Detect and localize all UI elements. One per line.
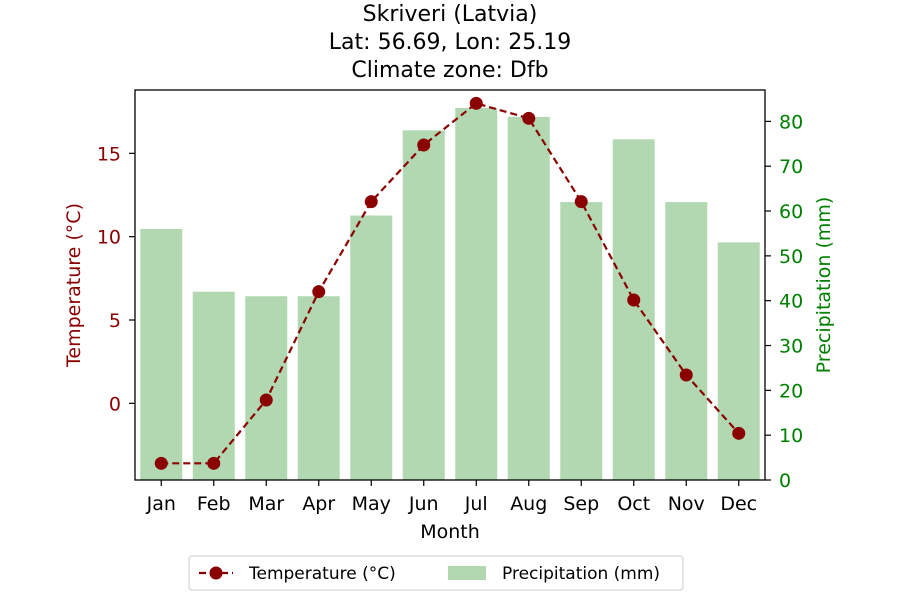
right-y-tick-label: 60 [779,201,803,223]
legend-temperature-label: Temperature (°C) [248,564,396,584]
precipitation-bar-may [350,215,393,480]
x-tick-label-may: May [352,493,391,515]
left-y-axis-label: Temperature (°C) [63,203,85,368]
left-y-tick-label: 15 [97,143,121,165]
x-tick-label-feb: Feb [197,493,231,515]
left-y-tick-label: 0 [109,393,121,415]
temperature-series [154,96,746,470]
precipitation-bar-feb [192,291,235,480]
legend-temperature-marker [209,566,223,580]
left-y-axis: 0 5 10 15 [97,143,135,415]
x-tick-label-oct: Oct [617,493,650,515]
precipitation-bar-aug [507,116,550,481]
precipitation-bar-jun [402,130,445,480]
x-axis: Jan Feb Mar Apr May Jun Jul Aug Sep Oct Nov Dec [146,480,757,515]
temperature-point-aug [522,111,536,125]
temperature-point-dec [732,426,746,440]
left-y-tick-label: 10 [97,227,121,249]
legend: Temperature (°C) Precipitation (mm) [188,555,684,591]
right-y-tick-label: 40 [779,291,803,313]
temperature-point-jul [469,96,483,110]
x-axis-label: Month [420,521,480,543]
temperature-point-oct [627,293,641,307]
precipitation-bars [140,107,760,481]
precipitation-bar-apr [297,296,340,480]
left-y-tick-label: 5 [109,310,121,332]
right-y-axis: 0 10 20 30 40 50 60 70 80 [765,111,803,492]
temperature-point-jan [154,456,168,470]
temperature-point-feb [207,456,221,470]
right-y-axis-label: Precipitation (mm) [813,197,835,374]
x-tick-label-nov: Nov [668,493,705,515]
x-tick-label-aug: Aug [510,493,547,515]
x-tick-label-apr: Apr [302,493,335,515]
temperature-point-may [364,195,378,209]
x-tick-label-sep: Sep [563,493,599,515]
plot-frame [134,89,766,481]
temperature-line [161,102,740,465]
legend-precipitation-swatch [448,566,486,580]
x-tick-label-mar: Mar [248,493,284,515]
precipitation-bar-jan [140,228,183,480]
right-y-tick-label: 50 [779,246,803,268]
legend-box [188,555,684,591]
chart-title: Skriveri (Latvia) Lat: 56.69, Lon: 25.19… [329,2,571,83]
temperature-point-apr [312,285,326,299]
precipitation-bar-sep [560,202,603,480]
chart-title-line-1: Skriveri (Latvia) [363,2,538,27]
x-tick-label-jul: Jul [464,493,488,515]
legend-precipitation-label: Precipitation (mm) [502,564,660,584]
temperature-point-nov [679,368,693,382]
precipitation-bar-jul [455,107,498,481]
right-y-tick-label: 30 [779,336,803,358]
chart-title-line-2: Lat: 56.69, Lon: 25.19 [329,30,571,55]
x-tick-label-dec: Dec [720,493,757,515]
precipitation-bar-dec [717,242,760,480]
x-tick-label-jan: Jan [146,493,176,515]
precipitation-bar-nov [665,202,708,480]
right-y-tick-label: 20 [779,380,803,402]
right-y-tick-label: 80 [779,111,803,133]
temperature-point-mar [259,393,273,407]
precipitation-bar-oct [612,139,655,480]
temperature-point-jun [417,138,431,152]
chart-title-line-3: Climate zone: Dfb [351,58,548,83]
precipitation-bar-mar [245,296,288,480]
right-y-tick-label: 0 [779,470,791,492]
x-tick-label-jun: Jun [408,493,439,515]
right-y-tick-label: 10 [779,425,803,447]
right-y-tick-label: 70 [779,156,803,178]
temperature-point-sep [574,195,588,209]
